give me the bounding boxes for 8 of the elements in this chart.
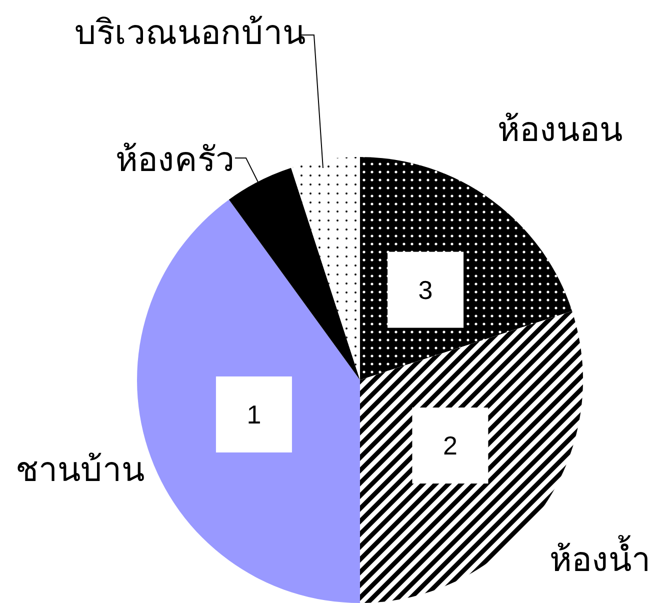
slice-label: ชานบ้าน (16, 450, 144, 489)
slice-label: ห้องน้ำ (550, 534, 650, 579)
slice-label: ห้องนอน (498, 110, 622, 149)
text: 1 (246, 399, 262, 430)
slice-label: ห้องครัว (116, 140, 234, 179)
text: 2 (442, 430, 458, 461)
text: 3 (418, 274, 433, 305)
slice-label: บริเวณนอกบ้าน (74, 14, 306, 52)
